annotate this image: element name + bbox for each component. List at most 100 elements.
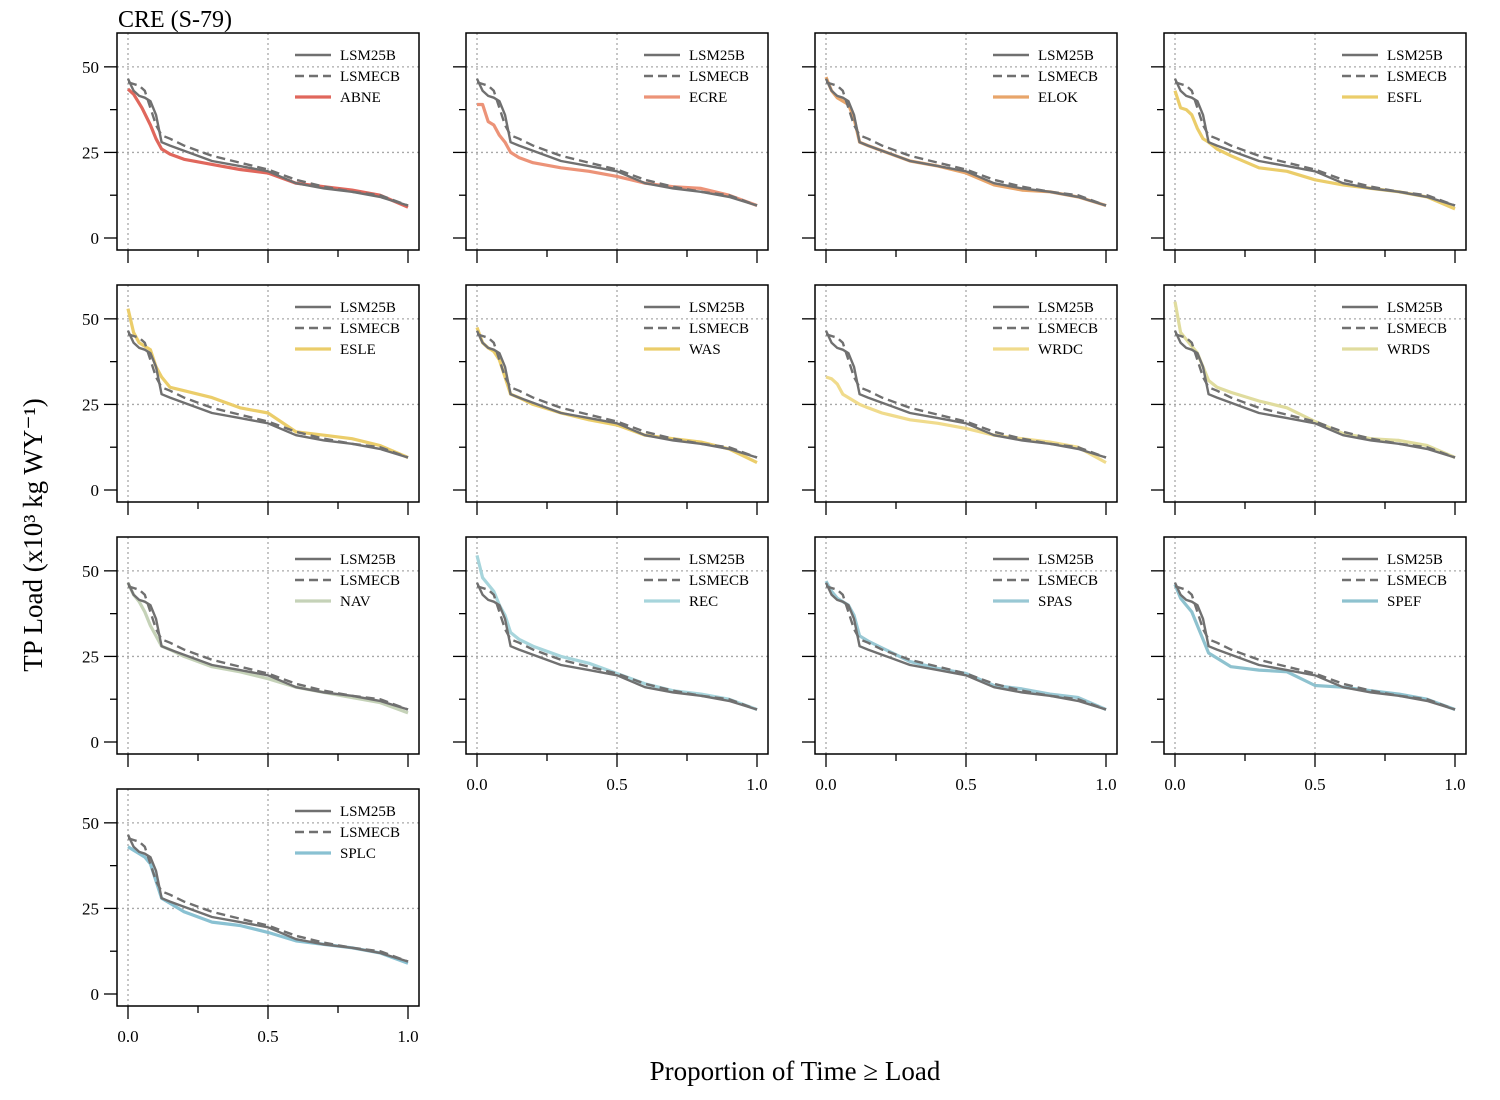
x-tick-label: 0.0 — [1164, 775, 1185, 794]
legend-label: ECRE — [689, 90, 727, 106]
legend-label: LSM25B — [340, 552, 396, 568]
series-line-lsmecb — [127, 81, 409, 207]
panel-was: LSM25B LSMECB WAS — [453, 284, 769, 515]
legend-label: LSM25B — [1038, 300, 1094, 316]
legend-label: WAS — [689, 342, 721, 358]
panel-grid: 02550LSM25BLSMECBABNELSM25BLSMECBECRELSM… — [82, 32, 1467, 1046]
legend-label: LSM25B — [340, 48, 396, 64]
x-tick-label: 1.0 — [1444, 775, 1465, 794]
legend-label: LSM25B — [1387, 48, 1443, 64]
legend: LSM25B LSMECB SPEF — [1342, 552, 1447, 610]
legend-label: WRDS — [1387, 342, 1430, 358]
legend-label: LSMECB — [1387, 573, 1447, 589]
legend-label: LSM25B — [689, 300, 745, 316]
legend-label: LSMECB — [689, 69, 749, 85]
y-tick-label: 25 — [82, 647, 99, 666]
panel-splc: 0 25 50 0.0 0.5 1.0 LSM25B LSMECB SPLC — [82, 788, 420, 1046]
legend-label: LSMECB — [689, 321, 749, 337]
legend-label: REC — [689, 594, 718, 610]
series-line-lsmecb — [127, 837, 409, 963]
x-tick-label: 1.0 — [1095, 775, 1116, 794]
series-line-abne — [126, 87, 409, 209]
figure-title: CRE (S-79) — [118, 7, 232, 33]
legend: LSM25B LSMECB ABNE — [295, 48, 400, 106]
legend-label: LSMECB — [1387, 321, 1447, 337]
series-line-lsm25b — [126, 78, 409, 207]
x-tick-label: 1.0 — [746, 775, 767, 794]
x-tick-label: 0.0 — [466, 775, 487, 794]
series-line-rec — [475, 555, 758, 712]
panel-wrdc: LSM25B LSMECB WRDC — [802, 284, 1118, 515]
legend-label: LSMECB — [340, 69, 400, 85]
series-line-lsmecb — [825, 333, 1107, 459]
legend: LSM25B LSMECB WRDS — [1342, 300, 1447, 358]
y-tick-label: 50 — [82, 562, 99, 581]
y-tick-label: 25 — [82, 899, 99, 918]
series-line-lsmecb — [1174, 585, 1456, 711]
y-tick-label: 25 — [82, 395, 99, 414]
series-line-lsm25b — [824, 330, 1107, 459]
legend-label: LSM25B — [1387, 552, 1443, 568]
legend-label: LSMECB — [1387, 69, 1447, 85]
legend: LSM25B LSMECB ECRE — [644, 48, 749, 106]
series-line-lsm25b — [475, 78, 758, 207]
series-line-lsm25b — [126, 330, 409, 459]
y-tick-label: 50 — [82, 310, 99, 329]
legend-label: LSMECB — [1038, 573, 1098, 589]
legend-label: LSMECB — [1038, 321, 1098, 337]
series-line-esle — [126, 308, 409, 459]
panel-wrds: LSM25B LSMECB WRDS — [1151, 284, 1467, 515]
legend: LSM25B LSMECB ELOK — [993, 48, 1098, 106]
series-line-wrds — [1173, 301, 1456, 459]
legend-label: LSM25B — [1038, 552, 1094, 568]
series-line-lsm25b — [126, 834, 409, 963]
y-tick-label: 0 — [91, 229, 100, 248]
panel-esfl: LSM25B LSMECB ESFL — [1151, 32, 1467, 263]
series-line-lsm25b — [1173, 582, 1456, 711]
x-tick-label: 0.5 — [955, 775, 976, 794]
series-line-lsm25b — [475, 582, 758, 711]
legend-label: NAV — [340, 594, 371, 610]
x-tick-label: 0.0 — [117, 1027, 138, 1046]
legend: LSM25B LSMECB ESFL — [1342, 48, 1447, 106]
x-tick-label: 0.5 — [606, 775, 627, 794]
y-tick-label: 0 — [91, 481, 100, 500]
y-tick-label: 50 — [82, 814, 99, 833]
series-line-lsmecb — [127, 333, 409, 459]
legend-label: WRDC — [1038, 342, 1083, 358]
series-line-lsm25b — [1173, 78, 1456, 207]
panel-nav: 0 25 50 LSM25B LSMECB NAV — [82, 536, 420, 767]
series-line-lsm25b — [824, 582, 1107, 711]
panel-ecre: LSM25B LSMECB ECRE — [453, 32, 769, 263]
legend-label: ESLE — [340, 342, 376, 358]
series-line-lsm25b — [126, 582, 409, 711]
legend-label: LSMECB — [340, 825, 400, 841]
legend-label: LSMECB — [340, 573, 400, 589]
panel-esle: 0 25 50 LSM25B LSMECB ESLE — [82, 284, 420, 515]
legend-label: LSMECB — [689, 573, 749, 589]
y-tick-label: 0 — [91, 733, 100, 752]
legend: LSM25B LSMECB SPAS — [993, 552, 1098, 610]
series-line-lsmecb — [825, 585, 1107, 711]
series-line-lsmecb — [476, 333, 758, 459]
legend-label: SPLC — [340, 846, 376, 862]
y-axis-title: TP Load (x10³ kg WY⁻¹) — [18, 398, 48, 671]
series-line-lsmecb — [476, 81, 758, 207]
legend-label: LSMECB — [1038, 69, 1098, 85]
legend: LSM25B LSMECB WAS — [644, 300, 749, 358]
legend: LSM25B LSMECB SPLC — [295, 804, 400, 862]
series-line-ecre — [477, 102, 758, 208]
x-tick-label: 1.0 — [397, 1027, 418, 1046]
y-tick-label: 0 — [91, 985, 100, 1004]
legend: LSM25B LSMECB REC — [644, 552, 749, 610]
panel-abne: 0 25 50 LSM25B LSMECB ABNE — [82, 32, 420, 263]
legend: LSM25B LSMECB WRDC — [993, 300, 1098, 358]
panel-elok: LSM25B LSMECB ELOK — [802, 32, 1118, 263]
legend-label: LSM25B — [340, 300, 396, 316]
legend-label: ELOK — [1038, 90, 1078, 106]
legend-label: LSM25B — [689, 552, 745, 568]
panel-spas: 0.0 0.5 1.0 LSM25B LSMECB SPAS — [802, 536, 1118, 794]
legend-label: LSM25B — [1038, 48, 1094, 64]
x-tick-label: 0.0 — [815, 775, 836, 794]
series-line-lsm25b — [475, 330, 758, 459]
